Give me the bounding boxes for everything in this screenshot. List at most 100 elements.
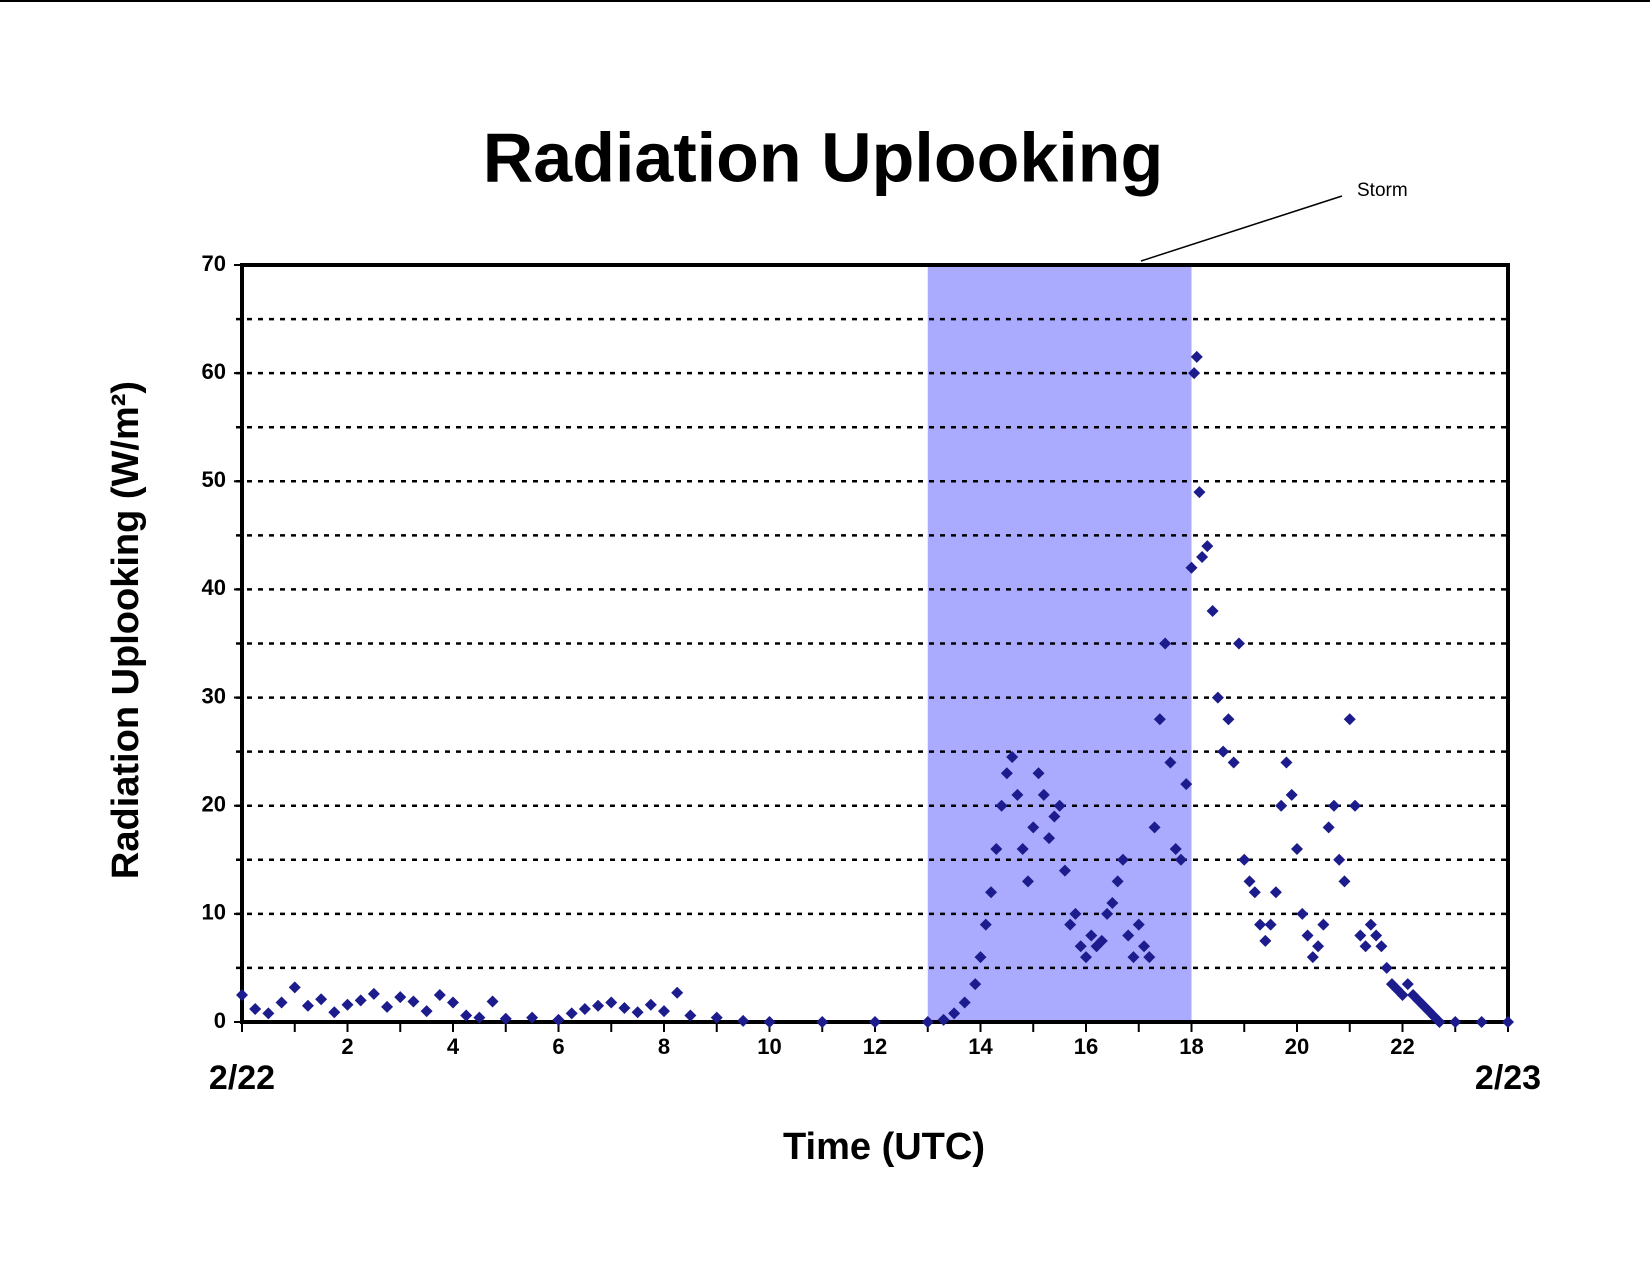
data-point — [1106, 897, 1119, 910]
data-point — [644, 998, 657, 1011]
data-point — [301, 999, 314, 1012]
x-tick-label: 20 — [1285, 1034, 1309, 1059]
x-tick-label: 12 — [863, 1034, 887, 1059]
data-point — [937, 1013, 950, 1026]
x-date-label: 2/22 — [209, 1059, 275, 1097]
data-point — [1375, 940, 1388, 953]
data-point — [1349, 799, 1362, 812]
data-point — [990, 842, 1003, 855]
data-point — [1296, 907, 1309, 920]
data-point — [710, 1011, 723, 1024]
data-point — [1312, 940, 1325, 953]
data-point — [1006, 751, 1019, 764]
data-point — [684, 1009, 697, 1022]
data-point — [236, 988, 248, 1001]
data-point — [315, 993, 328, 1006]
data-point — [1502, 1016, 1514, 1028]
data-point — [341, 998, 354, 1011]
data-point — [1285, 788, 1298, 801]
annotation-line — [1140, 195, 1343, 262]
data-point — [1127, 951, 1140, 964]
data-point — [1238, 853, 1251, 866]
data-point — [979, 918, 992, 931]
data-point — [816, 1016, 829, 1028]
data-point — [1011, 788, 1024, 801]
data-point — [1359, 940, 1372, 953]
data-point — [1132, 918, 1145, 931]
data-point — [1206, 605, 1219, 618]
data-point — [275, 996, 288, 1009]
x-tick-label: 2 — [341, 1034, 353, 1059]
y-tick-label: 50 — [202, 467, 226, 492]
y-axis-label: Radiation Uplooking (W/m²) — [105, 381, 147, 879]
data-point — [869, 1016, 881, 1028]
data-point — [1333, 853, 1346, 866]
data-point — [1317, 918, 1330, 931]
data-point — [1222, 713, 1235, 726]
data-point — [1475, 1016, 1488, 1028]
data-point — [958, 996, 971, 1009]
data-point — [1327, 799, 1340, 812]
x-tick-label: 14 — [968, 1034, 993, 1059]
data-point — [1116, 853, 1129, 866]
data-point — [605, 996, 618, 1009]
data-point — [1301, 929, 1314, 942]
data-point — [1143, 951, 1156, 964]
data-point — [433, 988, 446, 1001]
data-point — [1364, 918, 1377, 931]
data-point — [447, 996, 459, 1009]
data-point — [381, 1000, 394, 1013]
data-point — [1111, 875, 1124, 888]
data-point — [1275, 799, 1288, 812]
data-point — [407, 995, 420, 1008]
storm-band — [927, 265, 1192, 1022]
data-point — [1243, 875, 1256, 888]
data-point — [1164, 756, 1177, 769]
data-point — [1159, 637, 1172, 650]
data-point — [1138, 940, 1151, 953]
data-point — [486, 995, 499, 1008]
y-tick-label: 20 — [202, 792, 226, 817]
data-point — [1343, 713, 1356, 726]
x-tick-label: 6 — [552, 1034, 564, 1059]
data-point — [1074, 940, 1087, 953]
data-point — [1185, 561, 1198, 574]
x-tick-label: 18 — [1179, 1034, 1203, 1059]
x-tick-label: 4 — [447, 1034, 460, 1059]
x-tick-label: 22 — [1390, 1034, 1414, 1059]
data-point — [1101, 907, 1114, 920]
data-point — [1016, 842, 1029, 855]
y-tick-label: 30 — [202, 683, 226, 708]
data-point — [1069, 907, 1082, 920]
y-tick-label: 10 — [202, 900, 226, 925]
data-point — [1254, 918, 1267, 931]
data-point — [1433, 1016, 1446, 1028]
data-point — [1380, 961, 1393, 974]
x-tick-label: 16 — [1074, 1034, 1098, 1059]
data-point — [1354, 929, 1367, 942]
data-point — [948, 1007, 961, 1020]
data-point — [737, 1014, 750, 1027]
data-point — [1396, 988, 1409, 1001]
data-point — [1080, 951, 1092, 964]
data-point — [592, 999, 605, 1012]
data-point — [1174, 853, 1187, 866]
data-point — [499, 1012, 512, 1025]
data-point — [1211, 691, 1224, 704]
data-point — [420, 1005, 433, 1018]
data-point — [995, 799, 1008, 812]
data-point — [1264, 918, 1277, 931]
y-tick-label: 60 — [202, 359, 226, 384]
y-tick-label: 0 — [214, 1008, 226, 1033]
data-point — [1248, 886, 1261, 899]
data-point — [1188, 367, 1201, 380]
data-point — [1169, 842, 1182, 855]
data-point — [658, 1005, 670, 1018]
data-point — [1021, 875, 1034, 888]
y-tick-label: 70 — [202, 251, 226, 276]
y-tick-label: 40 — [202, 575, 226, 600]
data-point — [394, 991, 407, 1004]
data-point — [1322, 821, 1335, 834]
data-point — [1048, 810, 1061, 823]
data-point — [1027, 821, 1040, 834]
